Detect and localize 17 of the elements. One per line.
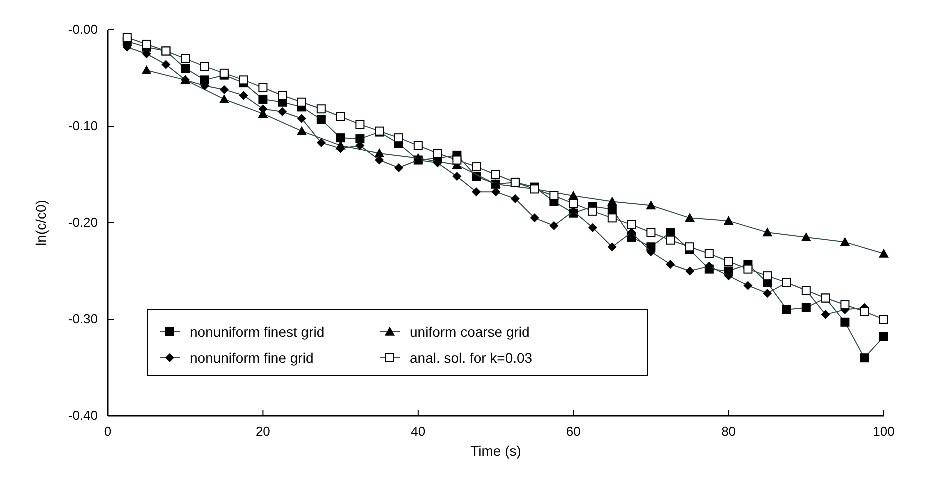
x-tick-label: 100 xyxy=(873,424,895,439)
x-axis-title: Time (s) xyxy=(470,443,522,459)
y-tick-label: -0.30 xyxy=(68,312,98,326)
legend-label: anal. sol. for k=0.03 xyxy=(410,350,533,366)
legend-label: uniform coarse grid xyxy=(410,324,530,340)
x-tick-label: 40 xyxy=(411,424,426,439)
legend-label: nonuniform finest grid xyxy=(190,324,325,340)
y-tick-label: -0.00 xyxy=(68,22,98,37)
x-tick-label: 20 xyxy=(256,424,270,439)
x-tick-label: 80 xyxy=(722,424,736,439)
legend-label: nonuniform fine grid xyxy=(190,350,314,366)
y-axis-title: ln(c/c0) xyxy=(33,200,49,246)
y-tick-label: -0.10 xyxy=(68,118,98,134)
y-tick-label: -0.20 xyxy=(68,215,98,230)
x-tick-label: 60 xyxy=(566,424,581,439)
x-tick-label: 0 xyxy=(104,424,112,439)
y-tick-label: -0.40 xyxy=(68,408,98,423)
